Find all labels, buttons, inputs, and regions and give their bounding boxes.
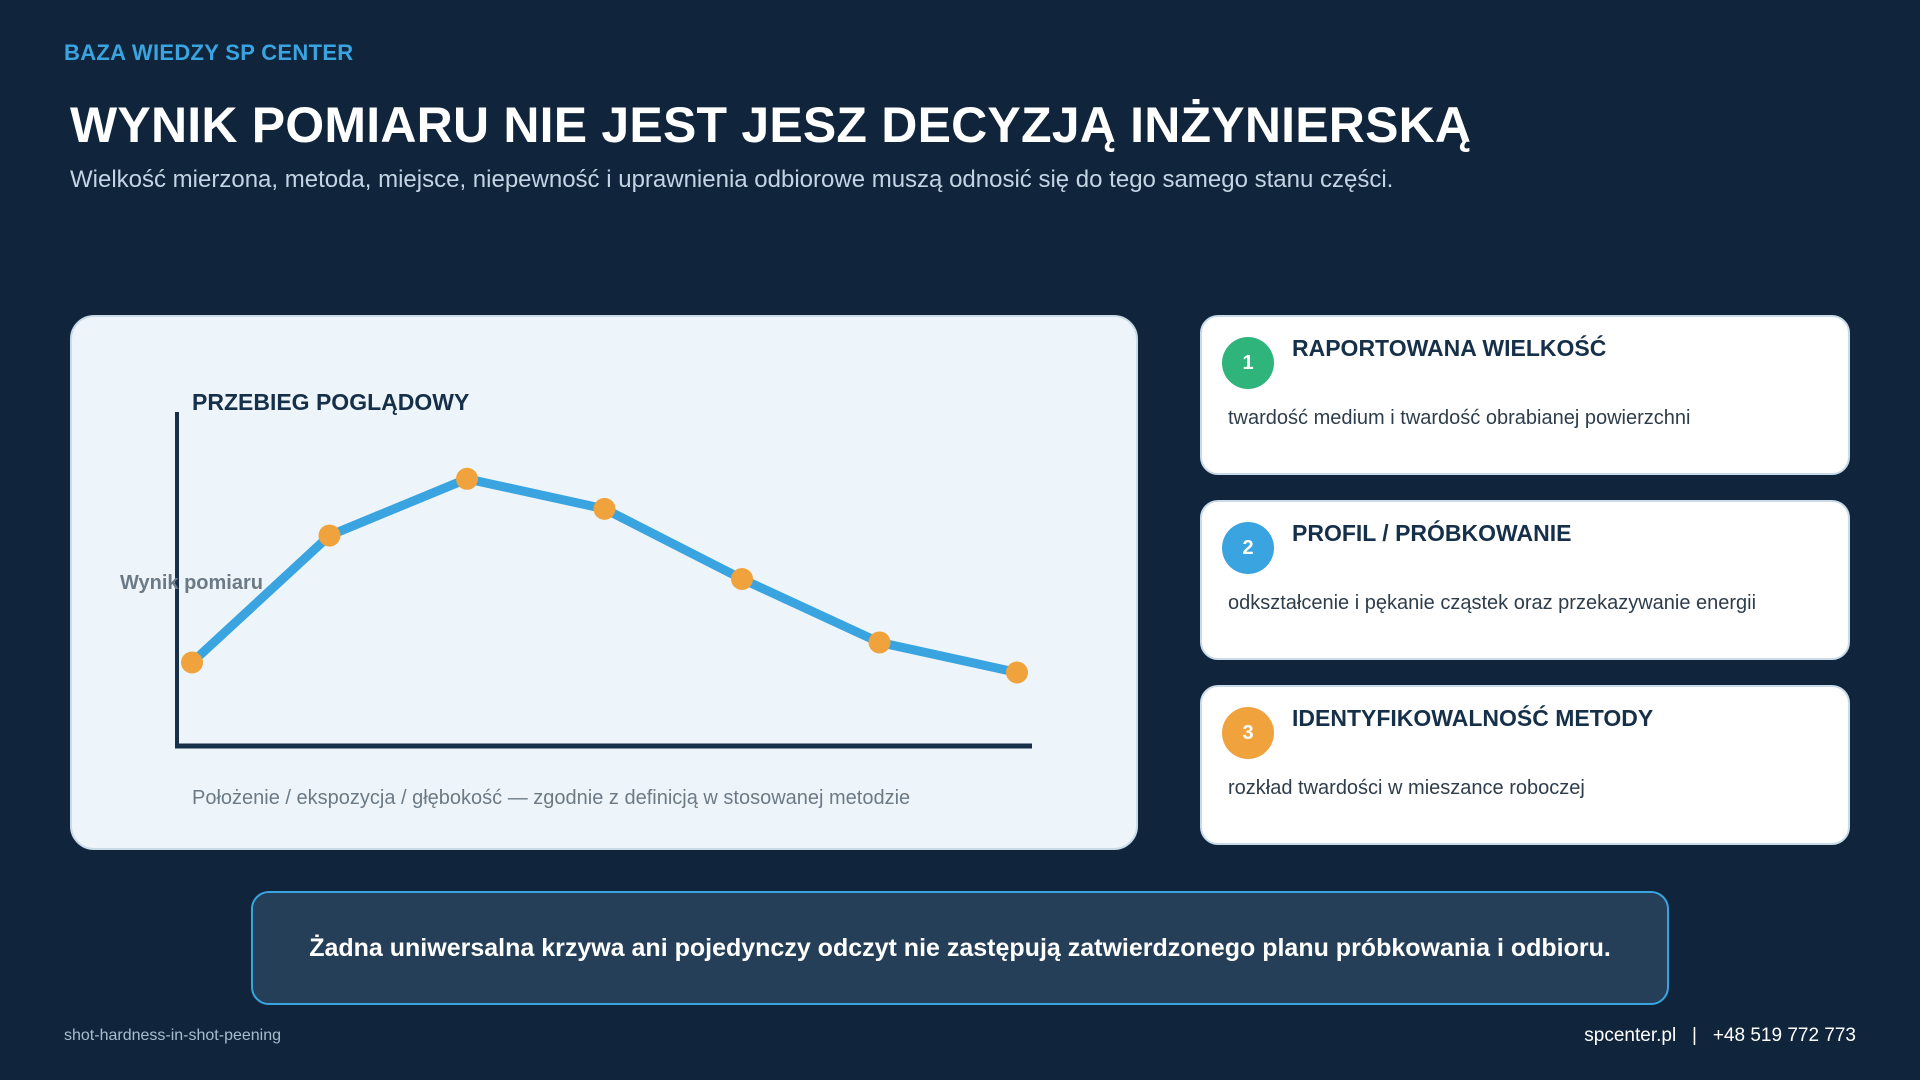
- page-subtitle: Wielkość mierzona, metoda, miejsce, niep…: [70, 166, 1394, 193]
- card-title: PROFIL / PRÓBKOWANIE: [1292, 520, 1572, 546]
- footer-separator: |: [1692, 1025, 1697, 1046]
- data-point-5: [731, 568, 753, 590]
- data-point-7: [1006, 661, 1028, 684]
- x-axis-label: Położenie / ekspozycja / głębokość — zgo…: [192, 787, 911, 809]
- marker-layer: [181, 467, 1028, 684]
- data-point-2: [318, 524, 341, 547]
- number-badge: 1: [1222, 337, 1274, 389]
- number-badge: 3: [1222, 707, 1274, 759]
- card-title: RAPORTOWANA WIELKOŚĆ: [1292, 335, 1607, 361]
- footer-phone[interactable]: +48 519 772 773: [1712, 1025, 1856, 1046]
- key-note-box: Żadna uniwersalna krzywa ani pojedynczy …: [251, 891, 1669, 1005]
- page-title: WYNIK POMIARU NIE JEST JESZ DECYZJĄ INŻY…: [70, 97, 1472, 153]
- footer-contact: spcenter.pl | +48 519 772 773: [1584, 1025, 1856, 1047]
- card-profile-sampling: 2 PROFIL / PRÓBKOWANIE odkształcenie i p…: [1200, 500, 1850, 660]
- brand-label: BAZA WIEDZY SP CENTER: [64, 40, 354, 65]
- card-description: rozkład twardości w mieszance roboczej: [1228, 777, 1585, 799]
- data-point-1: [181, 651, 203, 674]
- y-axis-label: Wynik pomiaru: [120, 572, 263, 594]
- card-reported-quantity: 1 RAPORTOWANA WIELKOŚĆ twardość medium i…: [1200, 315, 1850, 475]
- key-note-text: Żadna uniwersalna krzywa ani pojedynczy …: [309, 933, 1611, 962]
- data-point-6: [868, 631, 891, 654]
- card-method-traceability: 3 IDENTYFIKOWALNOŚĆ METODY rozkład tward…: [1200, 685, 1850, 845]
- footer-slug: shot-hardness-in-shot-peening: [64, 1027, 282, 1044]
- line-chart: [175, 412, 1032, 749]
- footer-website-link[interactable]: spcenter.pl: [1584, 1025, 1677, 1046]
- card-description: odkształcenie i pękanie cząstek oraz prz…: [1228, 592, 1757, 614]
- card-description: twardość medium i twardość obrabianej po…: [1228, 407, 1691, 429]
- data-point-4: [593, 497, 616, 520]
- card-title: IDENTYFIKOWALNOŚĆ METODY: [1292, 705, 1654, 731]
- chart-panel: PRZEBIEG POGLĄDOWY Wynik pomiaru Położen…: [70, 315, 1138, 850]
- data-point-3: [456, 467, 478, 490]
- number-badge: 2: [1222, 522, 1274, 574]
- chart-title: PRZEBIEG POGLĄDOWY: [192, 389, 470, 415]
